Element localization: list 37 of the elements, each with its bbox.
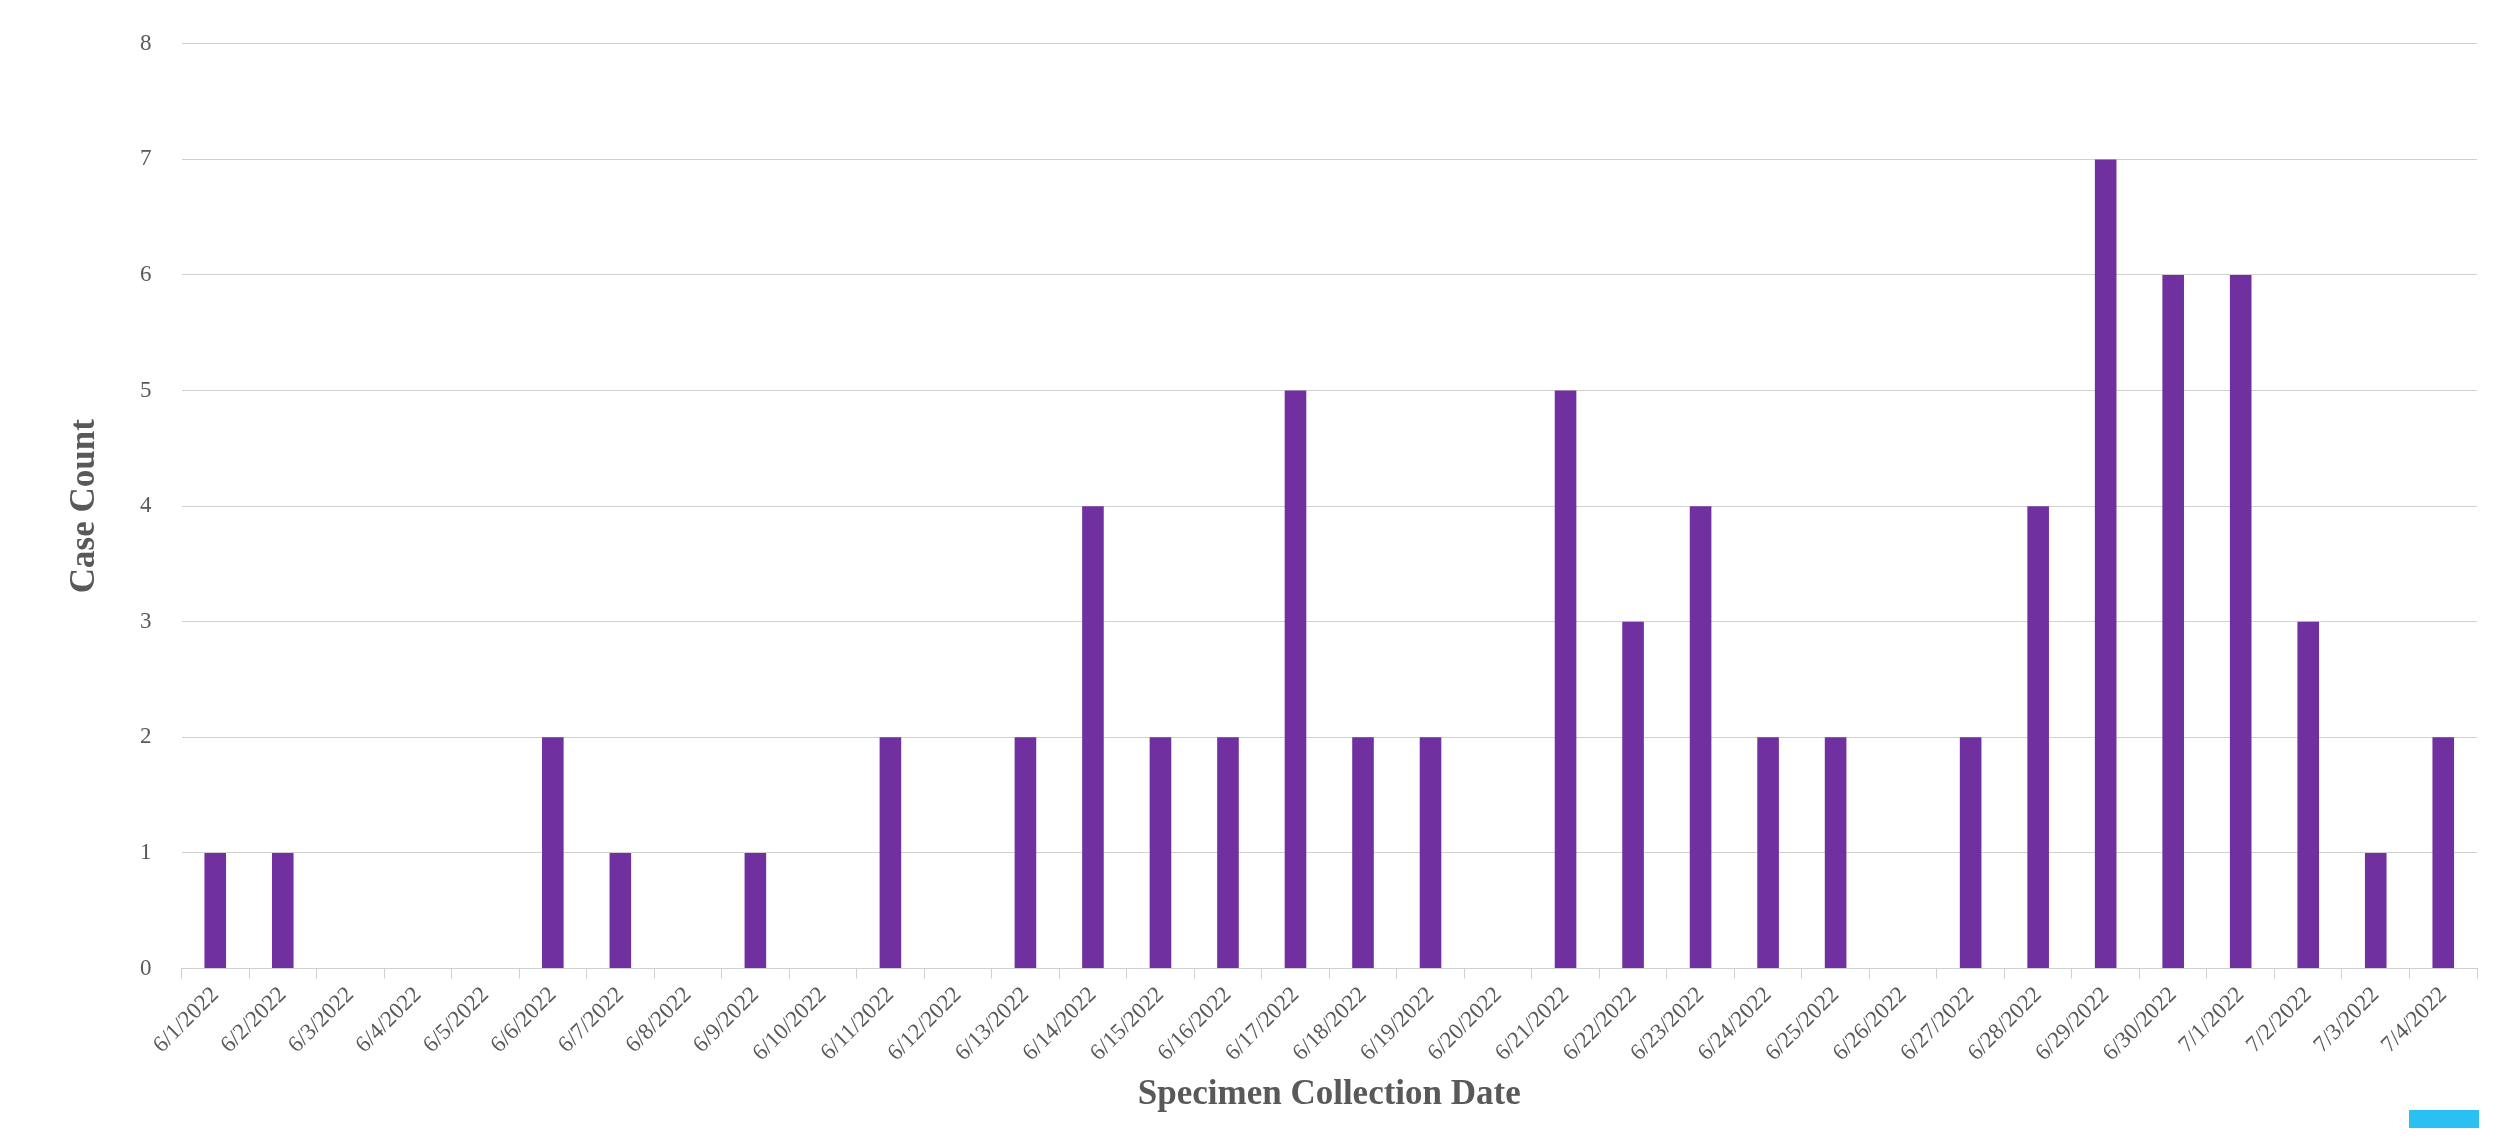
y-tick-label: 2 <box>140 723 152 749</box>
bar <box>1014 737 1037 969</box>
bar <box>609 852 632 969</box>
bar <box>879 737 902 969</box>
bar <box>1284 390 1307 969</box>
bar <box>2162 274 2184 969</box>
bar <box>204 852 227 969</box>
y-tick-label: 5 <box>140 376 152 402</box>
y-tick-label: 1 <box>140 838 152 864</box>
bar <box>2432 737 2455 969</box>
bar <box>1149 737 1172 969</box>
y-tick-label: 7 <box>140 145 152 171</box>
bar <box>1352 737 1374 969</box>
y-tick-label: 6 <box>140 261 152 287</box>
bar <box>271 852 294 969</box>
bar <box>1419 737 1442 969</box>
x-axis-title: Specimen Collection Date <box>1137 1073 1521 1113</box>
y-tick-label: 8 <box>140 29 152 55</box>
bar <box>1554 390 1577 969</box>
bar <box>1217 737 1239 969</box>
bar <box>2094 159 2117 969</box>
y-tick-label: 0 <box>140 954 152 980</box>
bar <box>1082 506 1104 969</box>
y-axis-title: Case Count <box>63 418 103 594</box>
bar <box>2364 852 2387 969</box>
bar <box>2229 274 2252 969</box>
bar <box>1689 506 1712 969</box>
y-tick-label: 3 <box>140 607 152 633</box>
y-tick-label: 4 <box>140 492 152 518</box>
bar <box>1757 737 1779 969</box>
bar <box>1959 737 1982 969</box>
bar <box>1622 621 1644 969</box>
bar <box>2027 506 2049 969</box>
bar <box>1824 737 1847 969</box>
bar <box>744 852 767 969</box>
bar <box>542 737 564 969</box>
bar <box>2297 621 2320 969</box>
